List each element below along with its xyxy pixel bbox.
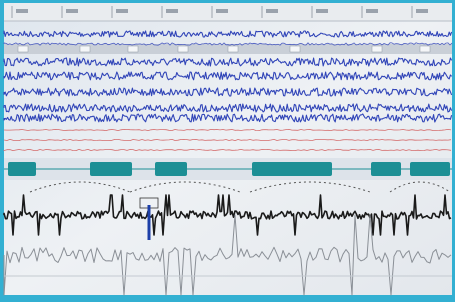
marker-box	[128, 46, 138, 52]
marker-box	[228, 46, 238, 52]
ruler-label	[116, 9, 128, 13]
marker-box	[420, 46, 430, 52]
ruler-label	[66, 9, 78, 13]
ruler-label	[416, 9, 428, 13]
ruler-label	[266, 9, 278, 13]
ruler-label	[366, 9, 378, 13]
marker-box	[178, 46, 188, 52]
monitor-photo	[0, 0, 455, 302]
marker-box	[18, 46, 28, 52]
marker-box	[372, 46, 382, 52]
ruler-label	[166, 9, 178, 13]
ruler-label	[216, 9, 228, 13]
marker-box	[290, 46, 300, 52]
marker-box	[80, 46, 90, 52]
ruler-label	[316, 9, 328, 13]
ruler-label	[16, 9, 28, 13]
page: (() => { const svg = document.getElement…	[0, 0, 455, 302]
